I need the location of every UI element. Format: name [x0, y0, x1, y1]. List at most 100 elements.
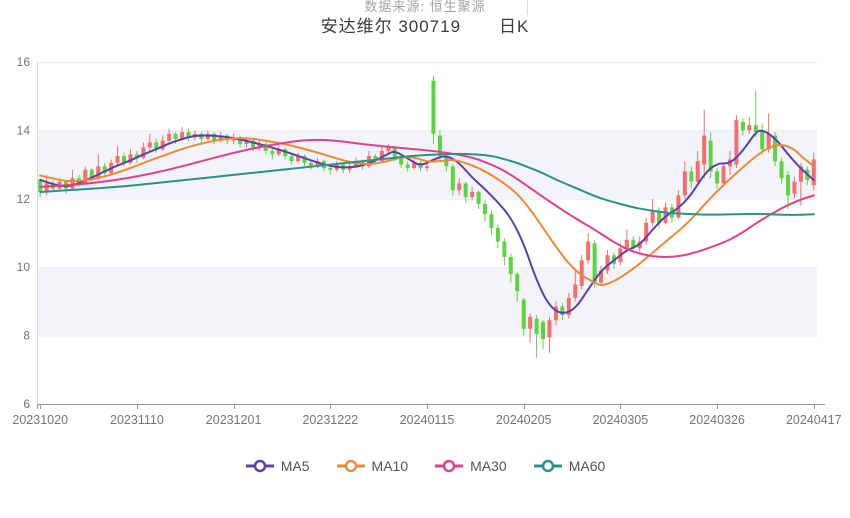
candle-up — [70, 178, 75, 189]
candle-up — [798, 166, 803, 182]
candle-down — [431, 80, 436, 134]
candle-down — [450, 166, 455, 191]
candle-down — [760, 130, 765, 150]
candle-down — [476, 191, 481, 204]
header-divider — [527, 0, 528, 15]
ma-line-ma60 — [39, 152, 815, 216]
candle-down — [122, 156, 127, 163]
candle-down — [483, 203, 488, 215]
candle-up — [276, 149, 281, 155]
y-axis-tick-label: 12 — [17, 192, 31, 206]
candle-down — [631, 239, 636, 249]
period-label: 日K — [499, 17, 530, 36]
candle-down — [399, 157, 404, 165]
y-axis-tick-label: 16 — [17, 55, 31, 69]
candle-down — [437, 135, 442, 157]
candle-down — [186, 132, 191, 138]
candle-up — [167, 133, 172, 141]
candle-up — [386, 147, 391, 151]
x-axis-tick-label: 20240205 — [496, 413, 552, 427]
candle-up — [412, 162, 417, 169]
candle-up — [734, 120, 739, 165]
ma-line-ma10 — [39, 137, 815, 287]
candle-down — [250, 140, 255, 148]
candle-down — [405, 164, 410, 169]
candle-down — [657, 210, 662, 223]
candle-up — [160, 140, 165, 150]
candle-down — [773, 135, 778, 162]
candle-up — [702, 135, 707, 165]
candle-up — [650, 210, 655, 223]
x-axis-tick-label: 20231201 — [206, 413, 262, 427]
candle-up — [218, 135, 223, 141]
candle-up — [644, 222, 649, 242]
candle-down — [515, 274, 520, 292]
candle-up — [128, 154, 133, 163]
candle-up — [721, 166, 726, 184]
candle-up — [457, 183, 462, 191]
legend-marker-icon — [336, 459, 365, 473]
candle-down — [212, 133, 217, 141]
candle-down — [373, 156, 378, 162]
legend-marker-icon — [435, 459, 464, 473]
legend-item-ma60[interactable]: MA60 — [533, 458, 606, 474]
candle-up — [315, 161, 320, 167]
candle-down — [270, 150, 275, 155]
x-axis-tick-label: 20240115 — [400, 413, 455, 427]
x-axis-tick-label: 20240326 — [689, 413, 745, 427]
candle-down — [102, 166, 107, 174]
candle-up — [553, 306, 558, 321]
data-source-watermark: 数据来源: 恒生聚源 — [364, 0, 486, 14]
candle-up — [141, 147, 146, 158]
candle-down — [521, 299, 526, 329]
legend-label: MA5 — [280, 458, 310, 474]
candle-down — [715, 171, 720, 184]
candle-up — [147, 142, 152, 148]
candle-down — [534, 318, 539, 334]
candle-up — [624, 239, 629, 249]
candle-up — [257, 144, 262, 148]
candle-down — [463, 183, 468, 198]
candle-up — [528, 316, 533, 329]
candle-up — [811, 159, 816, 186]
legend-item-ma30[interactable]: MA30 — [434, 458, 507, 474]
candle-up — [605, 255, 610, 271]
x-axis-tick-label: 20231110 — [110, 413, 164, 427]
x-axis-tick-label: 20240305 — [593, 413, 649, 427]
candle-down — [502, 241, 507, 257]
x-axis-tick-label: 20231222 — [302, 413, 358, 427]
candle-down — [495, 227, 500, 242]
candle-down — [289, 156, 294, 162]
legend-marker-icon — [533, 459, 562, 473]
legend-label: MA60 — [568, 458, 606, 474]
candle-up — [747, 125, 752, 131]
y-axis-tick-label: 14 — [17, 123, 31, 137]
ma-line-ma30 — [39, 138, 815, 258]
legend-item-ma10[interactable]: MA10 — [336, 458, 409, 474]
candle-down — [753, 125, 758, 133]
candle-down — [238, 137, 243, 145]
y-axis-tick-label: 8 — [23, 329, 30, 343]
candle-down — [560, 306, 565, 316]
candle-up — [573, 284, 578, 298]
candle-down — [541, 321, 546, 340]
candle-up — [637, 241, 642, 249]
candle-down — [308, 162, 313, 167]
legend-label: MA10 — [371, 458, 409, 474]
stock-name-code: 安达维尔 300719 — [320, 17, 462, 36]
legend-item-ma5[interactable]: MA5 — [245, 458, 310, 474]
candle-up — [586, 241, 591, 261]
candle-down — [154, 142, 159, 150]
candle-up — [766, 133, 771, 150]
candle-down — [489, 214, 494, 228]
candle-down — [328, 168, 333, 170]
candle-down — [785, 174, 790, 196]
ma-line-ma5 — [39, 129, 815, 314]
candle-down — [173, 133, 178, 139]
candle-down — [89, 169, 94, 179]
candle-up — [96, 166, 101, 179]
x-axis-tick-label: 20231020 — [12, 413, 68, 427]
candle-up — [566, 297, 571, 316]
candle-down — [689, 171, 694, 182]
